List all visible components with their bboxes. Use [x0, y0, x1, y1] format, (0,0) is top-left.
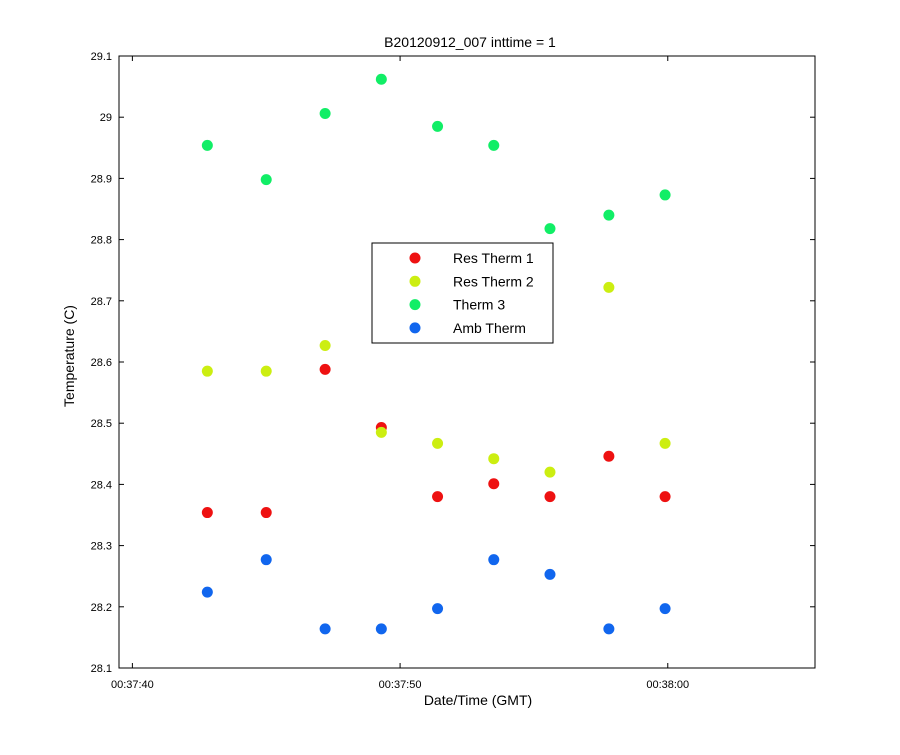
data-point — [432, 603, 444, 615]
data-point — [432, 437, 444, 449]
y-tick-label: 29 — [100, 112, 112, 124]
data-point — [432, 491, 444, 503]
data-point — [603, 450, 615, 462]
data-point — [544, 466, 556, 478]
data-point — [659, 603, 671, 615]
data-point — [488, 478, 500, 490]
data-point — [488, 453, 500, 465]
y-tick-label: 29.1 — [91, 51, 112, 63]
legend-label: Res Therm 2 — [453, 273, 534, 289]
data-point — [260, 174, 272, 186]
data-points — [201, 73, 671, 635]
data-point — [201, 139, 213, 151]
data-point — [603, 281, 615, 293]
data-point — [544, 223, 556, 235]
data-point — [319, 108, 331, 120]
series-therm-3 — [201, 73, 671, 235]
y-tick-label: 28.5 — [91, 418, 112, 430]
y-axis: 28.1 28.2 28.3 28.4 28.5 28.6 28.7 28.8 28.9 29 29… — [91, 51, 815, 675]
data-point — [544, 491, 556, 503]
data-point — [488, 554, 500, 566]
data-point — [260, 365, 272, 377]
data-point — [432, 120, 444, 132]
y-tick-label: 28.4 — [91, 479, 112, 491]
data-point — [319, 623, 331, 635]
data-point — [603, 209, 615, 221]
plot-area-frame — [118, 55, 816, 669]
legend-box — [371, 242, 554, 344]
legend-label: Amb Therm — [453, 320, 526, 336]
legend-label: Res Therm 1 — [453, 250, 534, 266]
legend-marker — [409, 275, 421, 287]
legend-marker — [409, 252, 421, 264]
y-tick-label: 28.8 — [91, 235, 112, 247]
data-point — [201, 365, 213, 377]
x-tick-label: 00:38:00 — [646, 679, 689, 691]
data-point — [260, 554, 272, 566]
data-point — [603, 623, 615, 635]
data-point — [375, 623, 387, 635]
legend: Res Therm 1 Res Therm 2 Therm 3 Amb Therm — [371, 242, 554, 344]
y-tick-label: 28.2 — [91, 602, 112, 614]
y-tick-label: 28.9 — [91, 173, 112, 185]
data-point — [659, 491, 671, 503]
x-axis-title: Date/Time (GMT) — [424, 692, 532, 708]
x-tick-label: 00:37:50 — [379, 679, 422, 691]
data-point — [659, 189, 671, 201]
y-tick-label: 28.7 — [91, 296, 112, 308]
y-tick-label: 28.1 — [91, 663, 112, 675]
x-axis: 00:37:40 00:37:50 00:38:00 — [111, 56, 689, 691]
data-point — [319, 363, 331, 375]
y-tick-label: 28.3 — [91, 541, 112, 553]
legend-marker — [409, 299, 421, 311]
series-res-therm-2 — [201, 281, 671, 478]
x-tick-label: 00:37:40 — [111, 679, 154, 691]
legend-entries: Res Therm 1 Res Therm 2 Therm 3 Amb Therm — [409, 250, 534, 336]
chart-title: B20120912_007 inttime = 1 — [384, 34, 556, 50]
data-point — [201, 586, 213, 598]
data-point — [488, 139, 500, 151]
y-tick-label: 28.6 — [91, 357, 112, 369]
series-amb-therm — [201, 554, 671, 635]
legend-label: Therm 3 — [453, 297, 505, 313]
data-point — [375, 73, 387, 85]
legend-marker — [409, 322, 421, 334]
data-point — [375, 426, 387, 438]
data-point — [319, 339, 331, 351]
data-point — [659, 437, 671, 449]
data-point — [544, 568, 556, 580]
data-point — [260, 507, 272, 519]
y-axis-title: Temperature (C) — [61, 305, 77, 407]
data-point — [201, 507, 213, 519]
